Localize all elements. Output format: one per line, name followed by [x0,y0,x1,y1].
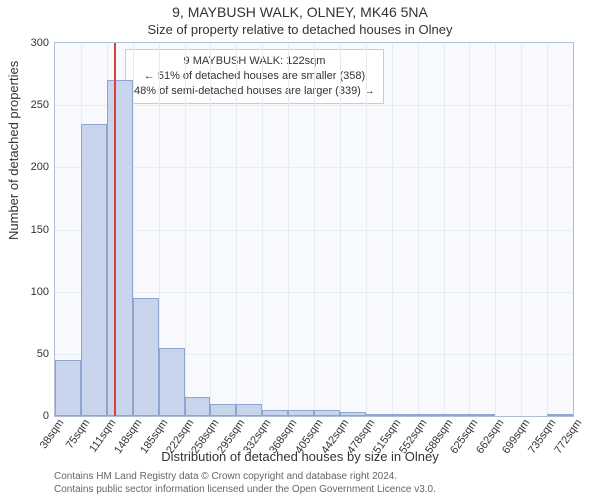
y-tick-label: 50 [19,348,55,360]
histogram-bar [210,404,236,416]
y-tick-label: 100 [19,286,55,298]
histogram-bar [340,412,365,416]
y-tick-label: 150 [19,224,55,236]
chart-container: 9, MAYBUSH WALK, OLNEY, MK46 5NA Size of… [0,0,600,500]
info-line-2: ← 51% of detached houses are smaller (35… [134,69,375,84]
histogram-bar [159,348,185,416]
property-marker-line [114,43,116,416]
gridline-v [392,43,393,416]
histogram-bar [107,80,133,416]
gridline-v [444,43,445,416]
histogram-bar [366,414,392,416]
histogram-bar [81,124,106,416]
histogram-bar [133,298,159,416]
gridline-v [366,43,367,416]
histogram-bar [236,404,262,416]
gridline-v [469,43,470,416]
histogram-bar [443,414,469,416]
gridline-v [262,43,263,416]
attribution-line-2: Contains public sector information licen… [54,484,436,497]
y-tick-label: 0 [19,410,55,422]
y-tick-label: 250 [19,99,55,111]
gridline-v [521,43,522,416]
histogram-bar [314,410,340,416]
gridline-v [418,43,419,416]
attribution-line-1: Contains HM Land Registry data © Crown c… [54,471,436,484]
gridline-v [210,43,211,416]
gridline-v [288,43,289,416]
histogram-bar [262,410,287,416]
gridline-v [236,43,237,416]
x-axis-label: Distribution of detached houses by size … [0,449,600,464]
y-axis-label: Number of detached properties [6,61,21,240]
histogram-bar [392,414,418,416]
histogram-bar [55,360,81,416]
histogram-bar [185,397,210,416]
histogram-bar [547,414,573,416]
marker-info-box: 9 MAYBUSH WALK: 122sqm ← 51% of detached… [125,49,384,104]
chart-title: 9, MAYBUSH WALK, OLNEY, MK46 5NA [0,4,600,20]
attribution: Contains HM Land Registry data © Crown c… [54,471,436,496]
gridline-v [495,43,496,416]
info-line-1: 9 MAYBUSH WALK: 122sqm [134,54,375,69]
gridline-v [340,43,341,416]
plot-area: 9 MAYBUSH WALK: 122sqm ← 51% of detached… [54,42,574,417]
info-line-3: 48% of semi-detached houses are larger (… [134,84,375,99]
chart-subtitle: Size of property relative to detached ho… [0,22,600,37]
gridline-v [547,43,548,416]
histogram-bar [418,414,443,416]
y-tick-label: 300 [19,37,55,49]
gridline-v [314,43,315,416]
histogram-bar [469,414,495,416]
y-tick-label: 200 [19,161,55,173]
histogram-bar [288,410,314,416]
